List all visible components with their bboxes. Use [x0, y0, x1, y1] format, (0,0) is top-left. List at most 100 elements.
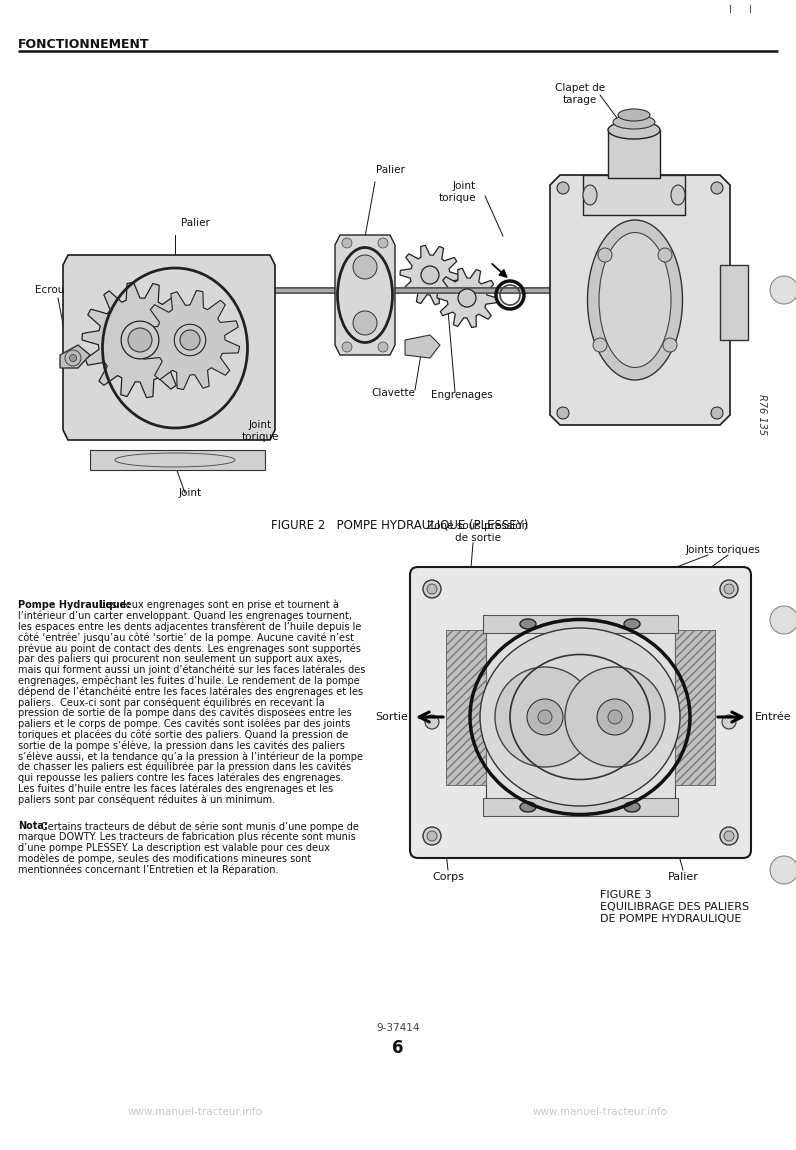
- Circle shape: [770, 856, 796, 884]
- Text: de chasser les paliers est équilibrée par la pression dans les cavités: de chasser les paliers est équilibrée pa…: [18, 762, 351, 773]
- Text: pression de sortie de la pompe dans des cavités disposées entre les: pression de sortie de la pompe dans des …: [18, 708, 352, 719]
- Text: www.manuel-tracteur.info: www.manuel-tracteur.info: [533, 1107, 668, 1117]
- Text: 6: 6: [392, 1038, 404, 1057]
- Circle shape: [427, 831, 437, 841]
- Circle shape: [720, 827, 738, 845]
- Text: Nota:: Nota:: [18, 821, 48, 831]
- Circle shape: [770, 276, 796, 304]
- Polygon shape: [60, 345, 90, 368]
- Circle shape: [565, 667, 665, 767]
- Text: Certains tracteurs de début de série sont munis d’une pompe de: Certains tracteurs de début de série son…: [41, 821, 359, 831]
- Text: paliers sont par conséquent réduites à un minimum.: paliers sont par conséquent réduites à u…: [18, 795, 275, 805]
- Text: paliers et le corps de pompe. Ces cavités sont isolées par des joints: paliers et le corps de pompe. Ces cavité…: [18, 719, 350, 729]
- Text: côté ‘entrée’ jusqu’au côté ‘sortie’ de la pompe. Aucune cavité n’est: côté ‘entrée’ jusqu’au côté ‘sortie’ de …: [18, 632, 354, 643]
- Polygon shape: [90, 450, 265, 470]
- Bar: [486, 620, 675, 815]
- Text: Zone sous pression
de sortie: Zone sous pression de sortie: [427, 521, 529, 543]
- Bar: [483, 798, 678, 816]
- Text: FIGURE 2   POMPE HYDRAULIQUE (PLESSEY): FIGURE 2 POMPE HYDRAULIQUE (PLESSEY): [271, 519, 529, 531]
- Circle shape: [378, 238, 388, 248]
- Ellipse shape: [618, 109, 650, 121]
- Polygon shape: [437, 268, 497, 328]
- Circle shape: [353, 310, 377, 335]
- Circle shape: [557, 407, 569, 419]
- Text: les espaces entre les dents adjacentes transfèrent de l’huile depuis le: les espaces entre les dents adjacentes t…: [18, 622, 361, 633]
- Circle shape: [180, 330, 200, 350]
- Text: modèles de pompe, seules des modifications mineures sont: modèles de pompe, seules des modificatio…: [18, 853, 311, 864]
- Circle shape: [128, 328, 152, 352]
- Circle shape: [593, 338, 607, 352]
- Polygon shape: [446, 630, 486, 785]
- Circle shape: [174, 324, 205, 355]
- Text: engrenages, empêchant les fuites d’huile. Le rendement de la pompe: engrenages, empêchant les fuites d’huile…: [18, 675, 360, 687]
- Text: mentionnées concernant l’Entretien et la Réparation.: mentionnées concernant l’Entretien et la…: [18, 864, 279, 875]
- Polygon shape: [675, 630, 715, 785]
- Circle shape: [342, 342, 352, 352]
- Circle shape: [658, 248, 672, 262]
- Text: dépend de l’étanchéité entre les faces latérales des engrenages et les: dépend de l’étanchéité entre les faces l…: [18, 687, 363, 697]
- Text: Entrée: Entrée: [755, 712, 792, 722]
- Text: Joint: Joint: [178, 488, 201, 498]
- Text: Pompe Hydraulique:: Pompe Hydraulique:: [18, 600, 131, 610]
- Circle shape: [425, 715, 439, 729]
- Polygon shape: [608, 130, 660, 178]
- Ellipse shape: [520, 802, 536, 812]
- Text: Joint
torique: Joint torique: [439, 182, 476, 202]
- Text: Palier: Palier: [181, 218, 209, 228]
- Circle shape: [65, 350, 81, 366]
- Text: qui repousse les paliers contre les faces latérales des engrenages.: qui repousse les paliers contre les face…: [18, 773, 344, 783]
- Bar: [483, 615, 678, 632]
- Text: Palier: Palier: [668, 872, 698, 882]
- Circle shape: [69, 354, 76, 361]
- Text: Ecrou: Ecrou: [35, 285, 64, 296]
- Text: Engrenages: Engrenages: [431, 390, 493, 400]
- Polygon shape: [405, 335, 440, 358]
- Circle shape: [421, 266, 439, 284]
- Text: d’une pompe PLESSEY. La description est valable pour ces deux: d’une pompe PLESSEY. La description est …: [18, 843, 330, 852]
- Circle shape: [427, 584, 437, 595]
- Text: www.manuel-tracteur.info: www.manuel-tracteur.info: [127, 1107, 263, 1117]
- Polygon shape: [335, 235, 395, 355]
- Ellipse shape: [671, 185, 685, 205]
- Circle shape: [720, 580, 738, 598]
- Text: 9-37414: 9-37414: [377, 1024, 419, 1033]
- Ellipse shape: [587, 220, 682, 380]
- Ellipse shape: [624, 802, 640, 812]
- Text: paliers.  Ceux-ci sont par conséquent équilibrés en recevant la: paliers. Ceux-ci sont par conséquent équ…: [18, 697, 325, 707]
- Circle shape: [724, 584, 734, 595]
- Circle shape: [353, 255, 377, 279]
- Circle shape: [598, 248, 612, 262]
- Text: Corps: Corps: [690, 390, 720, 400]
- Text: l’intérieur d’un carter enveloppant. Quand les engrenages tournent,: l’intérieur d’un carter enveloppant. Qua…: [18, 611, 352, 621]
- Circle shape: [722, 715, 736, 729]
- Text: Corps: Corps: [432, 872, 464, 882]
- Circle shape: [597, 699, 633, 735]
- Circle shape: [663, 338, 677, 352]
- Polygon shape: [63, 255, 275, 440]
- Ellipse shape: [520, 619, 536, 629]
- Text: marque DOWTY. Les tracteurs de fabrication plus récente sont munis: marque DOWTY. Les tracteurs de fabricati…: [18, 831, 356, 842]
- Polygon shape: [720, 264, 748, 340]
- Text: FONCTIONNEMENT: FONCTIONNEMENT: [18, 38, 150, 51]
- Polygon shape: [82, 283, 198, 398]
- Ellipse shape: [624, 619, 640, 629]
- Text: Clavette: Clavette: [371, 388, 415, 398]
- Circle shape: [711, 182, 723, 194]
- Text: Clapet de
tarage: Clapet de tarage: [555, 83, 605, 105]
- Text: Les fuites d’huile entre les faces latérales des engrenages et les: Les fuites d’huile entre les faces latér…: [18, 783, 333, 795]
- Text: EQUILIBRAGE DES PALIERS: EQUILIBRAGE DES PALIERS: [600, 902, 749, 912]
- Circle shape: [423, 580, 441, 598]
- Circle shape: [527, 699, 563, 735]
- Text: sortie de la pompe s’élève, la pression dans les cavités des paliers: sortie de la pompe s’élève, la pression …: [18, 741, 345, 751]
- Polygon shape: [400, 245, 460, 305]
- FancyBboxPatch shape: [410, 567, 751, 858]
- Text: s’élève aussi, et la tendance qu’a la pression à l’intérieur de la pompe: s’élève aussi, et la tendance qu’a la pr…: [18, 751, 363, 761]
- Text: par des paliers qui procurent non seulement un support aux axes,: par des paliers qui procurent non seulem…: [18, 654, 342, 664]
- Circle shape: [378, 342, 388, 352]
- Circle shape: [608, 710, 622, 724]
- Circle shape: [342, 238, 352, 248]
- Circle shape: [121, 321, 159, 359]
- Text: Sortie: Sortie: [375, 712, 408, 722]
- Polygon shape: [583, 175, 685, 215]
- Circle shape: [724, 831, 734, 841]
